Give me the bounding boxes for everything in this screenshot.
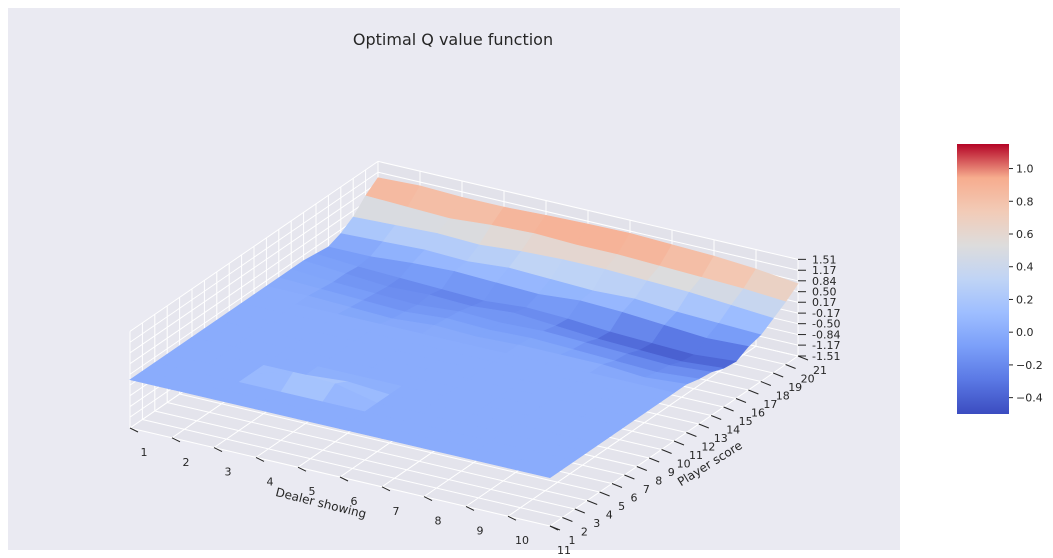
y-tick-mark [599,491,610,497]
y-tick-label: 17 [763,398,777,411]
y-tick-label: 15 [739,415,753,428]
colorbar-tick-label: 0.6 [1016,228,1034,241]
z-tick-label: 0.17 [812,296,837,309]
y-tick-mark [549,525,561,531]
x-tick-label: 8 [435,515,442,528]
z-tick-label: 1.51 [812,253,837,266]
floor-gridline [154,410,575,510]
left-gridline [129,203,379,375]
y-tick-mark [562,517,573,522]
colorbar-tick-label: −0.4 [1016,392,1043,405]
surface-face [507,459,564,479]
y-tick-mark [587,500,598,505]
y-tick-label: 7 [643,483,650,496]
y-tick-label: 5 [618,500,625,513]
z-tick-label: -0.17 [812,307,840,320]
colorbar-tick-label: 0.8 [1016,195,1034,208]
x-tick-label: 9 [477,524,484,537]
left-gridline [129,171,379,343]
x-tick-mark [129,427,139,433]
colorbar-tick-label: 1.0 [1016,163,1034,176]
colorbar-tick-label: 0.0 [1016,326,1034,339]
y-tick-mark [698,423,709,429]
y-tick-label: 2 [581,526,588,539]
y-tick-label: 8 [655,475,662,488]
y-tick-label: 6 [631,492,638,505]
x-tick-mark [507,515,517,521]
z-tick-label: -0.84 [812,329,840,342]
x-tick-mark [297,466,307,472]
x-tick-mark [255,456,265,462]
y-tick-mark [711,415,722,420]
y-tick-label: 18 [776,390,790,403]
x-tick-label: 4 [267,475,274,488]
x-tick-label: 3 [225,466,232,479]
z-tick-label: -0.50 [812,318,840,331]
z-tick-label: -1.51 [812,350,840,363]
x-tick-label: 7 [393,505,400,518]
x-tick-label: 2 [183,456,190,469]
y-tick-mark [649,457,660,463]
y-tick-mark [760,381,771,386]
colorbar-tick-label: 0.4 [1016,261,1034,274]
y-tick-label: 12 [701,441,715,454]
y-tick-label: 3 [593,517,600,530]
x-tick-mark [381,486,391,492]
y-tick-mark [624,474,635,480]
x-tick-label: 6 [351,495,358,508]
y-tick-label: 13 [714,432,728,445]
floor-gridline [142,419,563,518]
y-tick-mark [661,449,672,454]
x-tick-mark [171,437,181,443]
y-tick-mark [636,466,647,471]
chart-title: Optimal Q value function [353,30,553,49]
left-gridline [129,182,379,354]
y-tick-mark [785,364,796,369]
y-tick-mark [574,508,585,514]
y-tick-mark [686,432,697,437]
tick-labels: 1234567891011123456789101112131415161718… [129,253,840,557]
z-tick-label: 1.17 [812,264,837,277]
z-tick-label: 0.84 [812,275,837,288]
colorbar-tick-label: 0.2 [1016,293,1034,306]
y-tick-label: 20 [801,373,815,386]
x-tick-label: 1 [141,446,148,459]
y-tick-mark [723,406,734,412]
x-tick-label: 10 [515,534,529,547]
x-tick-mark [213,447,223,453]
left-gridline [129,193,379,365]
z-tick-label: 0.50 [812,286,837,299]
y-tick-label: 1 [569,534,576,547]
back-gridline [377,160,799,260]
colorbar-tick-label: −0.2 [1016,359,1043,372]
left-gridline [129,160,379,332]
y-tick-label: 16 [751,407,765,420]
y-tick-label: 14 [726,424,740,437]
x-tick-label: 11 [557,544,571,557]
x-tick-mark [423,496,433,502]
back-gridline [377,171,799,271]
y-tick-label: 11 [689,449,703,462]
x-tick-mark [465,505,475,511]
y-tick-mark [773,372,784,378]
colorbar-ticks: −0.4 −0.2 0.0 0.2 0.4 0.6 0.8 1.0 [1009,163,1043,405]
y-tick-label: 4 [606,509,613,522]
y-tick-mark [748,389,759,395]
y-tick-mark [611,483,623,488]
colorbar [957,144,1009,414]
x-tick-mark [339,476,349,482]
y-tick-label: 21 [813,364,827,377]
surface-plot [129,177,799,479]
y-tick-mark [735,398,747,403]
y-tick-mark [797,355,809,361]
y-tick-label: 10 [677,458,691,471]
y-tick-label: 9 [668,466,675,479]
floor-gridline [179,393,600,493]
floor-gridline [167,402,588,501]
z-tick-label: -1.17 [812,339,840,352]
y-tick-label: 19 [788,381,802,394]
y-tick-mark [673,440,685,446]
x-tick-label: 5 [309,485,316,498]
